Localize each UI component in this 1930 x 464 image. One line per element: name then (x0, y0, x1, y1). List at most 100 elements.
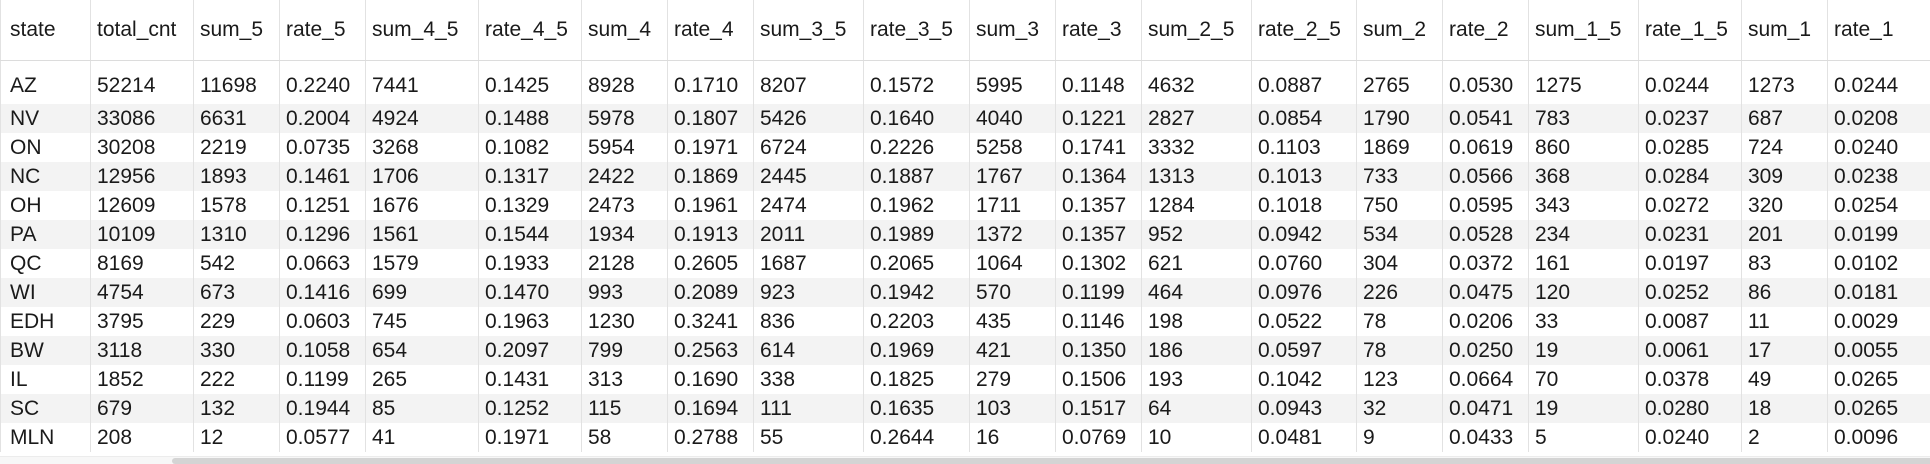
cell-sum-3[interactable]: 1064 (969, 249, 1056, 278)
cell-rate-1-5[interactable]: 0.0244 (1638, 60, 1742, 104)
column-header-sum-3[interactable]: sum_3 (969, 0, 1056, 61)
cell-sum-4[interactable]: 5954 (581, 133, 668, 162)
cell-sum-3[interactable]: 1767 (969, 162, 1056, 191)
column-header-sum-5[interactable]: sum_5 (193, 0, 280, 61)
cell-rate-3-5[interactable]: 0.2203 (863, 307, 970, 336)
cell-sum-3-5[interactable]: 338 (753, 365, 864, 394)
cell-sum-2[interactable]: 123 (1356, 365, 1443, 394)
cell-rate-4-5[interactable]: 0.1431 (478, 365, 582, 394)
cell-sum-3[interactable]: 5258 (969, 133, 1056, 162)
cell-sum-4[interactable]: 1934 (581, 220, 668, 249)
cell-sum-2[interactable]: 9 (1356, 423, 1443, 452)
cell-rate-2[interactable]: 0.0433 (1442, 423, 1529, 452)
cell-total-cnt[interactable]: 208 (90, 423, 194, 452)
cell-rate-3-5[interactable]: 0.1572 (863, 60, 970, 104)
cell-sum-5[interactable]: 222 (193, 365, 280, 394)
cell-sum-5[interactable]: 1310 (193, 220, 280, 249)
cell-rate-3[interactable]: 0.1199 (1055, 278, 1142, 307)
cell-sum-2[interactable]: 1790 (1356, 104, 1443, 133)
cell-rate-4-5[interactable]: 0.1933 (478, 249, 582, 278)
cell-sum-3-5[interactable]: 1687 (753, 249, 864, 278)
cell-rate-3-5[interactable]: 0.2644 (863, 423, 970, 452)
cell-sum-3-5[interactable]: 2474 (753, 191, 864, 220)
cell-sum-2-5[interactable]: 3332 (1141, 133, 1252, 162)
cell-sum-1[interactable]: 309 (1741, 162, 1828, 191)
cell-sum-2[interactable]: 2765 (1356, 60, 1443, 104)
cell-state[interactable]: SC (0, 394, 91, 423)
cell-rate-4[interactable]: 0.1869 (667, 162, 754, 191)
cell-rate-3-5[interactable]: 0.2065 (863, 249, 970, 278)
cell-rate-5[interactable]: 0.1199 (279, 365, 366, 394)
cell-rate-1[interactable]: 0.0265 (1827, 365, 1930, 394)
column-header-sum-3-5[interactable]: sum_3_5 (753, 0, 864, 61)
cell-rate-2-5[interactable]: 0.0943 (1251, 394, 1357, 423)
cell-total-cnt[interactable]: 33086 (90, 104, 194, 133)
cell-total-cnt[interactable]: 679 (90, 394, 194, 423)
cell-state[interactable]: PA (0, 220, 91, 249)
table-row[interactable]: IL 1852 222 0.1199 265 0.1431 313 0.1690 338 0.18… (0, 365, 1930, 394)
cell-rate-3[interactable]: 0.1357 (1055, 191, 1142, 220)
cell-sum-2-5[interactable]: 2827 (1141, 104, 1252, 133)
cell-total-cnt[interactable]: 3795 (90, 307, 194, 336)
cell-sum-4[interactable]: 115 (581, 394, 668, 423)
cell-rate-3[interactable]: 0.1357 (1055, 220, 1142, 249)
cell-rate-4-5[interactable]: 0.2097 (478, 336, 582, 365)
cell-rate-2-5[interactable]: 0.0976 (1251, 278, 1357, 307)
cell-rate-1[interactable]: 0.0240 (1827, 133, 1930, 162)
column-header-rate-2-5[interactable]: rate_2_5 (1251, 0, 1357, 61)
cell-rate-4[interactable]: 0.2563 (667, 336, 754, 365)
cell-sum-5[interactable]: 229 (193, 307, 280, 336)
cell-rate-1-5[interactable]: 0.0285 (1638, 133, 1742, 162)
cell-rate-2-5[interactable]: 0.0942 (1251, 220, 1357, 249)
cell-rate-3[interactable]: 0.1221 (1055, 104, 1142, 133)
cell-sum-1[interactable]: 687 (1741, 104, 1828, 133)
cell-total-cnt[interactable]: 52214 (90, 60, 194, 104)
cell-rate-1[interactable]: 0.0238 (1827, 162, 1930, 191)
cell-sum-3[interactable]: 1372 (969, 220, 1056, 249)
cell-rate-3-5[interactable]: 0.1635 (863, 394, 970, 423)
cell-rate-2[interactable]: 0.0664 (1442, 365, 1529, 394)
cell-rate-5[interactable]: 0.0577 (279, 423, 366, 452)
cell-sum-4[interactable]: 1230 (581, 307, 668, 336)
cell-sum-2-5[interactable]: 64 (1141, 394, 1252, 423)
cell-state[interactable]: ON (0, 133, 91, 162)
table-row[interactable]: AZ 52214 11698 0.2240 7441 0.1425 8928 0.1710 82… (0, 60, 1930, 104)
cell-sum-5[interactable]: 2219 (193, 133, 280, 162)
cell-sum-2-5[interactable]: 1284 (1141, 191, 1252, 220)
column-header-rate-2[interactable]: rate_2 (1442, 0, 1529, 61)
column-header-rate-1-5[interactable]: rate_1_5 (1638, 0, 1742, 61)
table-row[interactable]: WI 4754 673 0.1416 699 0.1470 993 0.2089 923 0.19… (0, 278, 1930, 307)
cell-rate-3-5[interactable]: 0.1942 (863, 278, 970, 307)
column-header-rate-3[interactable]: rate_3 (1055, 0, 1142, 61)
cell-sum-2[interactable]: 534 (1356, 220, 1443, 249)
cell-sum-3-5[interactable]: 614 (753, 336, 864, 365)
cell-sum-4[interactable]: 5978 (581, 104, 668, 133)
cell-sum-2-5[interactable]: 1313 (1141, 162, 1252, 191)
cell-sum-2[interactable]: 1869 (1356, 133, 1443, 162)
cell-rate-4[interactable]: 0.1690 (667, 365, 754, 394)
table-row[interactable]: NC 12956 1893 0.1461 1706 0.1317 2422 0.1869 244… (0, 162, 1930, 191)
cell-state[interactable]: MLN (0, 423, 91, 452)
cell-sum-1[interactable]: 17 (1741, 336, 1828, 365)
table-row[interactable]: OH 12609 1578 0.1251 1676 0.1329 2473 0.1961 247… (0, 191, 1930, 220)
cell-sum-4-5[interactable]: 1561 (365, 220, 479, 249)
cell-rate-1[interactable]: 0.0199 (1827, 220, 1930, 249)
cell-sum-3-5[interactable]: 8207 (753, 60, 864, 104)
cell-rate-5[interactable]: 0.0603 (279, 307, 366, 336)
cell-rate-2-5[interactable]: 0.1042 (1251, 365, 1357, 394)
cell-rate-3-5[interactable]: 0.1825 (863, 365, 970, 394)
cell-rate-3-5[interactable]: 0.1640 (863, 104, 970, 133)
cell-sum-1[interactable]: 83 (1741, 249, 1828, 278)
cell-total-cnt[interactable]: 30208 (90, 133, 194, 162)
cell-rate-4[interactable]: 0.2605 (667, 249, 754, 278)
cell-rate-1[interactable]: 0.0181 (1827, 278, 1930, 307)
cell-total-cnt[interactable]: 12956 (90, 162, 194, 191)
cell-rate-5[interactable]: 0.0663 (279, 249, 366, 278)
cell-rate-1-5[interactable]: 0.0272 (1638, 191, 1742, 220)
cell-sum-5[interactable]: 11698 (193, 60, 280, 104)
cell-sum-1-5[interactable]: 1275 (1528, 60, 1639, 104)
cell-sum-4[interactable]: 799 (581, 336, 668, 365)
cell-sum-1-5[interactable]: 234 (1528, 220, 1639, 249)
cell-sum-4-5[interactable]: 1706 (365, 162, 479, 191)
cell-sum-2-5[interactable]: 198 (1141, 307, 1252, 336)
